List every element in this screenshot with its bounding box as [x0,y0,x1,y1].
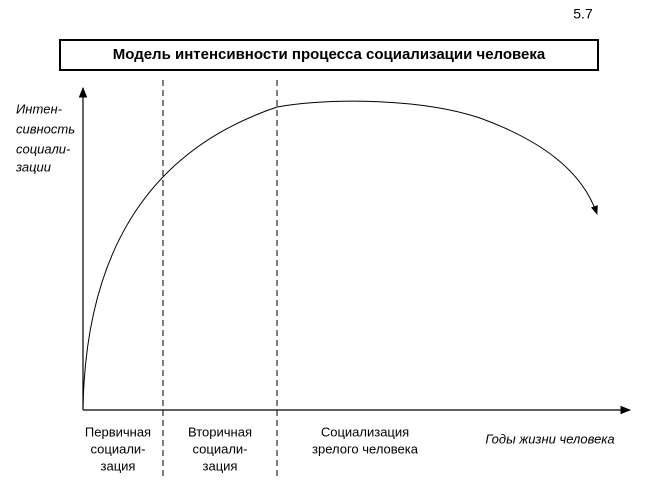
y-axis-label-line: социали- [16,141,71,156]
stage-label: зация [101,458,136,473]
stage-label: социали- [193,441,248,456]
figure-number: 5.7 [573,6,593,22]
stage-label: Социализация [321,424,409,439]
stage-label: зрелого человека [312,441,419,456]
title: Модель интенсивности процесса социализац… [113,46,546,63]
stage-label: социали- [91,441,146,456]
stage-label: зация [203,458,238,473]
y-axis-label-line: Интен- [16,101,63,116]
x-axis-label: Годы жизни человека [485,431,614,446]
stage-label: Вторичная [188,424,252,439]
stage-label: Первичная [85,424,151,439]
y-axis-label-line: сивность [16,121,75,136]
y-axis-label: Интен- сивность социали- зации [15,101,75,174]
title-box [59,39,599,71]
y-axis-label-line: зации [15,159,51,174]
intensity-curve [82,100,598,409]
